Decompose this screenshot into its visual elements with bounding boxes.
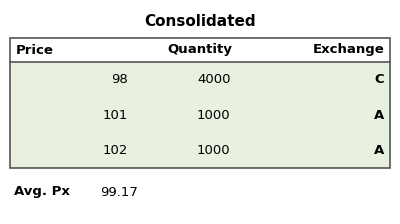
Bar — [10, 38, 390, 62]
Text: Price: Price — [16, 43, 54, 56]
Text: 1000: 1000 — [197, 144, 230, 157]
Bar — [10, 62, 390, 168]
Bar — [10, 38, 390, 168]
Text: 1000: 1000 — [197, 108, 230, 121]
Text: 4000: 4000 — [197, 73, 230, 86]
Text: 102: 102 — [102, 144, 128, 157]
Text: Exchange: Exchange — [312, 43, 384, 56]
Text: A: A — [374, 108, 384, 121]
Text: C: C — [374, 73, 384, 86]
Text: Quantity: Quantity — [168, 43, 232, 56]
Text: 101: 101 — [102, 108, 128, 121]
Text: A: A — [374, 144, 384, 157]
Text: Consolidated: Consolidated — [144, 13, 256, 28]
Text: 98: 98 — [111, 73, 128, 86]
Text: Avg. Px: Avg. Px — [14, 185, 70, 198]
Text: 99.17: 99.17 — [100, 185, 138, 198]
